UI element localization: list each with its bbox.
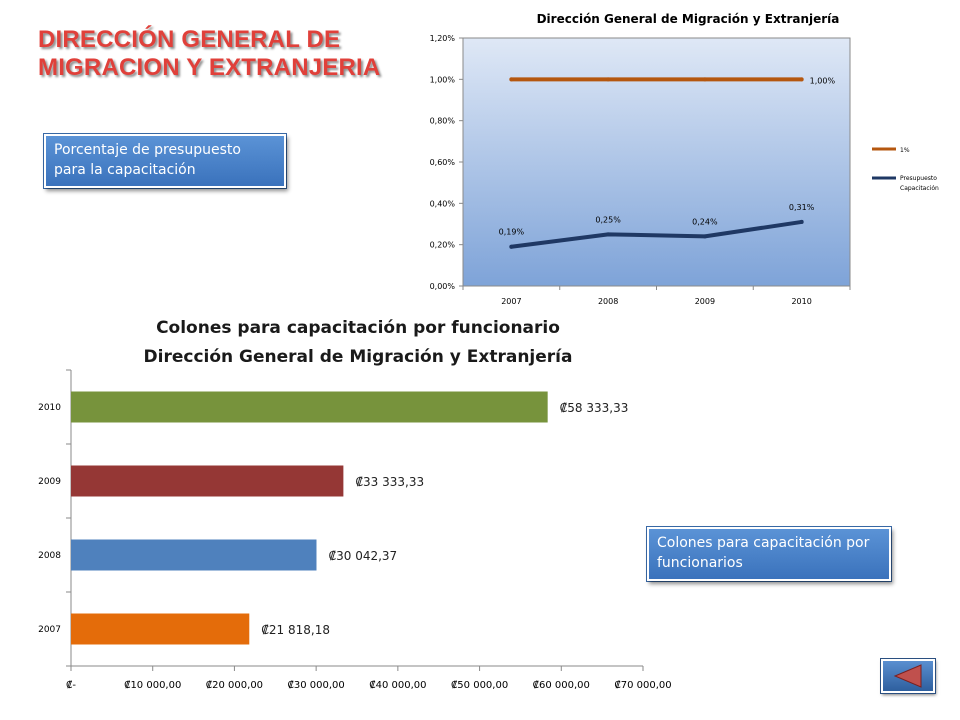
line-chart-y-tick-label: 1,00% — [430, 75, 456, 84]
bar-data-label: ₡21 818,18 — [261, 623, 330, 637]
line-chart-y-tick-label: 0,40% — [430, 199, 456, 208]
line-point — [702, 77, 707, 82]
line-data-label: 1,00% — [810, 76, 836, 85]
line-series-presupuesto — [509, 219, 804, 249]
bar-data-label: ₡30 042,37 — [328, 549, 397, 563]
heading-line-1: DIRECCIÓN GENERAL DE — [38, 26, 341, 53]
bar-chart-x-tick-label: ₡20 000,00 — [206, 680, 263, 691]
back-triangle-icon — [893, 664, 922, 688]
bar-2008 — [71, 539, 317, 571]
bar-chart-category-label: 2008 — [38, 551, 61, 561]
line-chart-y-tick-label: 0,20% — [430, 241, 456, 250]
bar-chart-category-label: 2009 — [38, 477, 61, 487]
bar-chart-x-tick-label: ₡70 000,00 — [614, 680, 671, 691]
bar-chart-x-tick-label: ₡10 000,00 — [124, 680, 181, 691]
line-data-label: 0,25% — [595, 215, 621, 224]
line-data-label: 0,19% — [499, 228, 525, 237]
line-chart-y-tick-label: 0,80% — [430, 117, 456, 126]
line-point — [799, 219, 804, 224]
legend-label-presupuesto-line1: Presupuesto — [900, 175, 937, 182]
heading-line-2: MIGRACION Y EXTRANJERIA — [38, 54, 381, 81]
line-chart-x-tick-label: 2010 — [791, 297, 811, 306]
legend-label-one-percent: 1% — [900, 147, 910, 154]
bar-data-label: ₡58 333,33 — [560, 401, 629, 415]
line-data-label: 0,24% — [692, 217, 718, 226]
bar-chart-title-line2: Dirección General de Migración y Extranj… — [144, 347, 573, 367]
line-chart-x-tick-label: 2009 — [695, 297, 715, 306]
line-chart-y-tick-label: 0,00% — [430, 282, 456, 291]
line-point — [509, 77, 514, 82]
line-point — [702, 234, 707, 239]
line-point — [606, 77, 611, 82]
callout-colones-per-employee: Colones para capacitación por funcionari… — [647, 527, 891, 581]
bar-chart-x-tick-label: ₡50 000,00 — [451, 680, 508, 691]
legend-label-presupuesto-line2: Capacitación — [900, 185, 939, 192]
bar-chart-category-label: 2007 — [38, 625, 61, 635]
callout-budget-percentage: Porcentaje de presupuesto para la capaci… — [44, 134, 286, 188]
line-chart-title: Dirección General de Migración y Extranj… — [537, 12, 840, 26]
line-point — [606, 232, 611, 237]
line-point — [509, 244, 514, 249]
line-point — [799, 77, 804, 82]
line-chart-x-tick-label: 2008 — [598, 297, 618, 306]
page-heading: DIRECCIÓN GENERAL DE MIGRACION Y EXTRANJ… — [38, 26, 398, 82]
bar-2007 — [71, 613, 250, 645]
line-chart-plot-area — [462, 37, 851, 287]
bar-2010 — [71, 391, 548, 423]
line-data-label: 0,31% — [789, 203, 815, 212]
bar-chart-x-tick-label: ₡60 000,00 — [533, 680, 590, 691]
bar-2009 — [71, 465, 344, 497]
bar-chart-title-line1: Colones para capacitación por funcionari… — [156, 318, 560, 338]
line-chart-y-tick-label: 1,20% — [430, 34, 456, 43]
bar-chart-category-label: 2010 — [38, 403, 61, 413]
bar-chart-x-tick-label: ₡40 000,00 — [369, 680, 426, 691]
line-chart-y-tick-label: 0,60% — [430, 158, 456, 167]
back-button[interactable] — [881, 659, 935, 693]
bar-data-label: ₡33 333,33 — [355, 475, 424, 489]
bar-chart-x-tick-label: ₡- — [66, 680, 76, 691]
bar-chart-x-tick-label: ₡30 000,00 — [288, 680, 345, 691]
line-chart-x-tick-label: 2007 — [501, 297, 521, 306]
